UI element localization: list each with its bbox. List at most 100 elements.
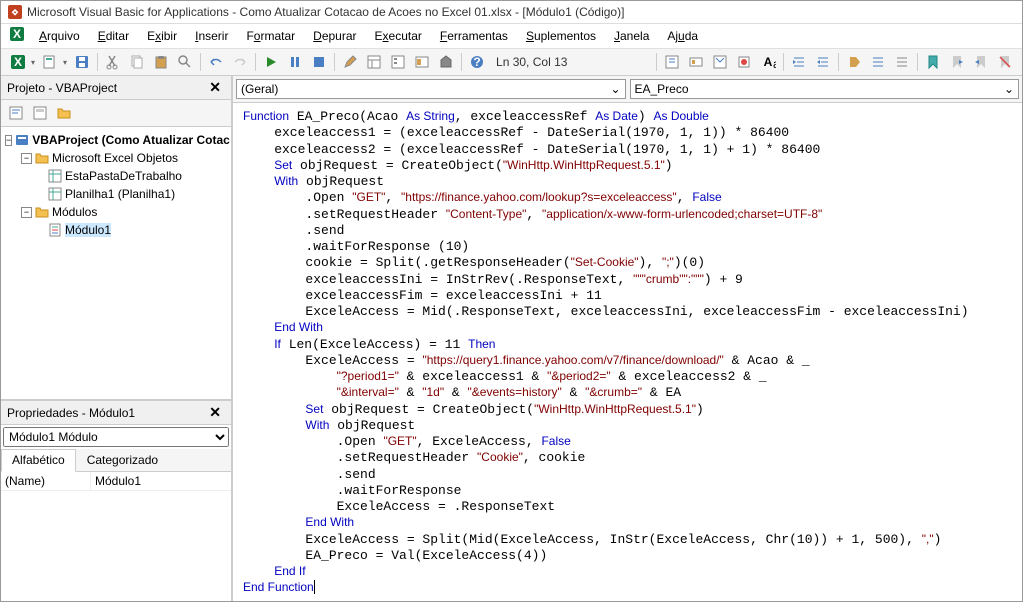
chevron-down-icon: ⌄ — [610, 82, 620, 96]
insert-button[interactable] — [39, 51, 61, 73]
property-value[interactable]: Módulo1 — [91, 472, 145, 490]
menu-arquivo[interactable]: Arquivo — [31, 26, 88, 46]
pause-button[interactable] — [284, 51, 306, 73]
toolbar-btn-d[interactable] — [733, 51, 755, 73]
properties-panel-title: Propriedades - Módulo1 — [7, 406, 135, 420]
code-editor[interactable]: Function EA_Preco(Acao As String, excele… — [233, 103, 1022, 601]
svg-text:⋄: ⋄ — [11, 5, 19, 19]
cut-button[interactable] — [102, 51, 124, 73]
tree-module1[interactable]: Módulo1 — [65, 223, 111, 237]
view-code-button[interactable] — [5, 102, 27, 124]
procedure-dropdown[interactable]: EA_Preco⌄ — [630, 79, 1020, 99]
toolbox-button[interactable] — [435, 51, 457, 73]
menu-depurar[interactable]: Depurar — [305, 26, 364, 46]
toolbar-btn-a[interactable] — [661, 51, 683, 73]
vba-ide-window: ⋄ Microsoft Visual Basic for Application… — [0, 0, 1023, 602]
dropdown-icon[interactable]: ▾ — [61, 58, 69, 67]
outdent-button[interactable] — [812, 51, 834, 73]
code-panel: (Geral)⌄ EA_Preco⌄ Function EA_Preco(Aca… — [233, 76, 1022, 601]
code-header: (Geral)⌄ EA_Preco⌄ — [233, 76, 1022, 103]
find-button[interactable] — [174, 51, 196, 73]
worksheet-icon — [47, 168, 63, 184]
project-panel-title: Projeto - VBAProject — [7, 81, 117, 95]
cursor-position: Ln 30, Col 13 — [490, 55, 573, 69]
tab-categorized[interactable]: Categorizado — [76, 449, 169, 471]
svg-text:A: A — [764, 55, 773, 69]
chevron-down-icon: ⌄ — [1004, 82, 1014, 96]
help-button[interactable]: ? — [466, 51, 488, 73]
bookmark-button[interactable] — [922, 51, 944, 73]
uncomment-button[interactable] — [891, 51, 913, 73]
project-explorer-button[interactable] — [363, 51, 385, 73]
tree-toggle[interactable]: − — [21, 207, 32, 218]
svg-text:X: X — [14, 55, 22, 69]
dropdown-icon[interactable]: ▾ — [29, 58, 37, 67]
view-object-button[interactable] — [29, 102, 51, 124]
menu-suplementos[interactable]: Suplementos — [518, 26, 604, 46]
copy-button[interactable] — [126, 51, 148, 73]
app-icon: ⋄ — [7, 4, 23, 20]
properties-button[interactable] — [387, 51, 409, 73]
module-icon — [47, 222, 63, 238]
prev-bookmark-button[interactable] — [970, 51, 992, 73]
tree-toggle[interactable]: − — [5, 135, 12, 146]
next-bookmark-button[interactable] — [946, 51, 968, 73]
close-icon[interactable]: ✕ — [205, 79, 225, 96]
object-dropdown[interactable]: (Geral)⌄ — [236, 79, 626, 99]
tree-project-root[interactable]: VBAProject (Como Atualizar Cotac — [32, 133, 230, 147]
tree-sheet1[interactable]: Planilha1 (Planilha1) — [65, 187, 175, 201]
paste-button[interactable] — [150, 51, 172, 73]
breakpoint-button[interactable] — [843, 51, 865, 73]
clear-bookmarks-button[interactable] — [994, 51, 1016, 73]
project-panel-header: Projeto - VBAProject ✕ — [1, 76, 231, 100]
project-tree: − VBAProject (Como Atualizar Cotac − Mic… — [1, 127, 231, 401]
menu-janela[interactable]: Janela — [606, 26, 657, 46]
tree-workbook[interactable]: EstaPastaDeTrabalho — [65, 169, 182, 183]
menu-inserir[interactable]: Inserir — [187, 26, 236, 46]
toolbar-btn-e[interactable]: Aa — [757, 51, 779, 73]
excel-icon: X — [9, 26, 25, 42]
property-row[interactable]: (Name) Módulo1 — [1, 472, 231, 491]
close-icon[interactable]: ✕ — [205, 404, 225, 421]
toolbar-btn-b[interactable] — [685, 51, 707, 73]
worksheet-icon — [47, 186, 63, 202]
indent-button[interactable] — [788, 51, 810, 73]
titlebar: ⋄ Microsoft Visual Basic for Application… — [1, 1, 1022, 24]
svg-text:X: X — [13, 27, 21, 41]
menu-exibir[interactable]: Exibir — [139, 26, 185, 46]
tree-toggle[interactable]: − — [21, 153, 32, 164]
view-excel-button[interactable]: X — [7, 51, 29, 73]
menubar: X Arquivo Editar Exibir Inserir Formatar… — [1, 24, 1022, 49]
main-toolbar: X ▾ ▾ ? Ln 30, Col 13 Aa — [1, 49, 1022, 76]
folder-icon — [34, 204, 50, 220]
comment-button[interactable] — [867, 51, 889, 73]
folder-icon — [34, 150, 50, 166]
main-area: Projeto - VBAProject ✕ − VBAProject (Com… — [1, 76, 1022, 601]
tree-folder-objects[interactable]: Microsoft Excel Objetos — [52, 151, 178, 165]
properties-object-select[interactable]: Módulo1 Módulo — [3, 427, 229, 447]
tree-folder-modules[interactable]: Módulos — [52, 205, 97, 219]
project-toolbar — [1, 100, 231, 127]
menu-formatar[interactable]: Formatar — [238, 26, 303, 46]
object-browser-button[interactable] — [411, 51, 433, 73]
toolbar-btn-c[interactable] — [709, 51, 731, 73]
menu-ferramentas[interactable]: Ferramentas — [432, 26, 516, 46]
save-button[interactable] — [71, 51, 93, 73]
properties-panel-header: Propriedades - Módulo1 ✕ — [1, 401, 231, 425]
properties-panel: Propriedades - Módulo1 ✕ Módulo1 Módulo … — [1, 401, 231, 601]
toggle-folders-button[interactable] — [53, 102, 75, 124]
svg-text:a: a — [773, 57, 776, 70]
tab-alphabetic[interactable]: Alfabético — [1, 449, 76, 472]
property-name: (Name) — [1, 472, 91, 490]
stop-button[interactable] — [308, 51, 330, 73]
menu-ajuda[interactable]: Ajuda — [659, 26, 706, 46]
titlebar-text: Microsoft Visual Basic for Applications … — [27, 5, 624, 19]
menu-editar[interactable]: Editar — [90, 26, 137, 46]
undo-button[interactable] — [205, 51, 227, 73]
project-icon — [14, 132, 30, 148]
design-mode-button[interactable] — [339, 51, 361, 73]
run-button[interactable] — [260, 51, 282, 73]
svg-text:?: ? — [473, 55, 480, 69]
menu-executar[interactable]: Executar — [367, 26, 430, 46]
redo-button[interactable] — [229, 51, 251, 73]
